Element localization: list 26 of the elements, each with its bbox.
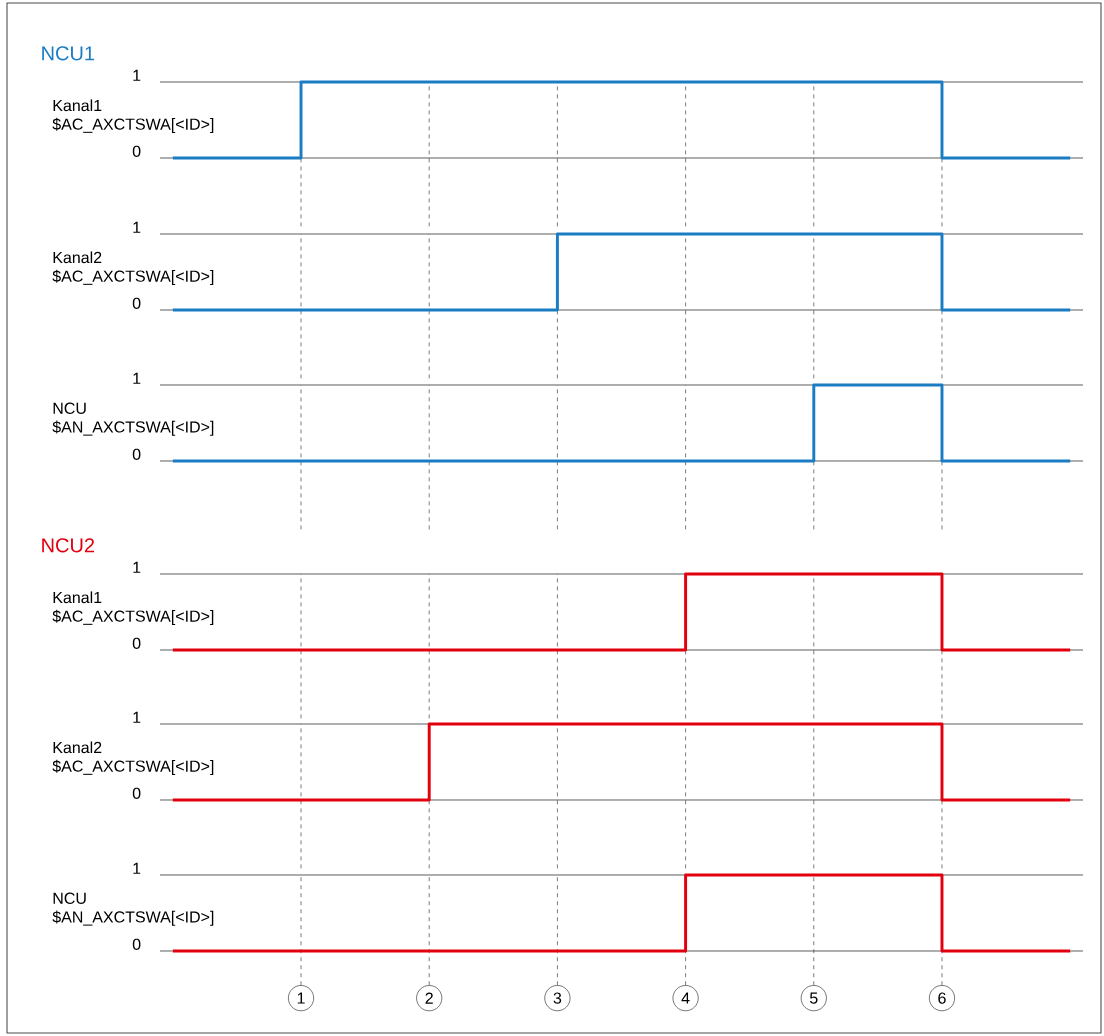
x-tick-label: 4 — [681, 992, 690, 1004]
y-tick-label: 1 — [133, 221, 141, 233]
y-axis-title: Kanal2 $AC_AXCTSWA[<ID>] — [52, 251, 214, 285]
y-axis-title: Kanal1 $AC_AXCTSWA[<ID>] — [52, 591, 214, 625]
y-tick-label: 1 — [133, 711, 141, 723]
y-tick-label: 0 — [132, 448, 141, 460]
x-tick-label: 3 — [553, 992, 562, 1004]
y-axis-title: NCU $AN_AXCTSWA[<ID>] — [52, 892, 214, 926]
y-tick-label: 0 — [132, 637, 141, 649]
y-tick-label: 1 — [133, 561, 141, 573]
y-tick-label: 0 — [132, 145, 141, 157]
y-tick-label: 0 — [132, 297, 141, 309]
y-tick-label: 0 — [132, 787, 141, 799]
y-tick-label: 1 — [133, 372, 141, 384]
chart-title: NCU2 — [42, 538, 95, 553]
chart-title: NCU1 — [42, 46, 95, 61]
x-tick-label: 5 — [809, 992, 818, 1004]
x-tick-label: 6 — [938, 992, 946, 1004]
y-axis-title: Kanal1 $AC_AXCTSWA[<ID>] — [52, 99, 214, 133]
x-tick-label: 1 — [297, 992, 305, 1004]
y-tick-label: 1 — [133, 69, 141, 81]
y-axis-title: NCU $AN_AXCTSWA[<ID>] — [52, 402, 214, 436]
y-axis-title: Kanal2 $AC_AXCTSWA[<ID>] — [52, 741, 214, 775]
x-tick-label: 2 — [425, 992, 433, 1004]
y-tick-label: 1 — [133, 862, 141, 874]
y-tick-label: 0 — [132, 938, 141, 950]
